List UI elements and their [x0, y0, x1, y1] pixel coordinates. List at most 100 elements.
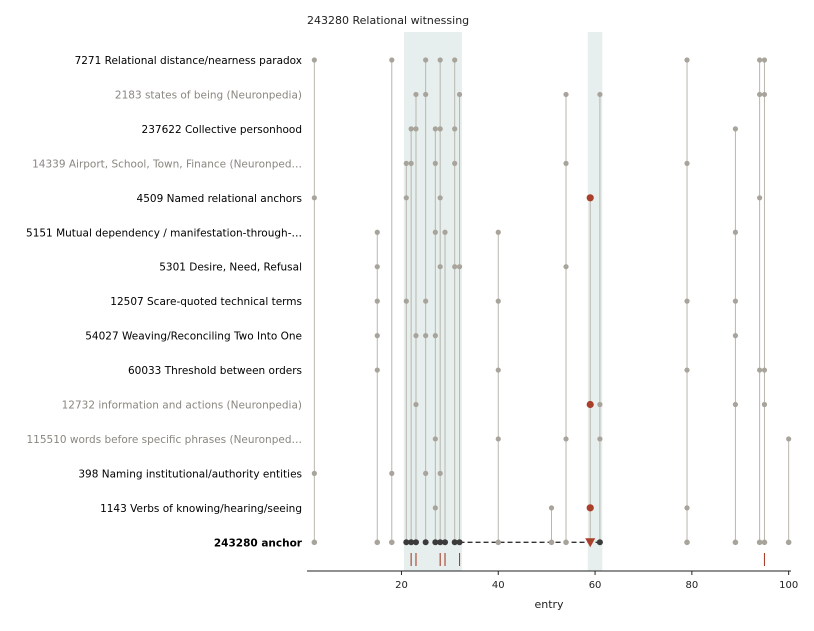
row-label: 5301 Desire, Need, Refusal	[159, 262, 302, 274]
row-label: 2183 states of being (Neuronpedia)	[115, 89, 302, 101]
row-label: 12732 information and actions (Neuronped…	[62, 400, 302, 412]
data-point	[757, 91, 763, 98]
data-point	[423, 298, 429, 304]
highlight-point	[586, 194, 594, 202]
data-point	[374, 264, 380, 270]
anchor-point-gray	[756, 539, 763, 546]
data-point	[311, 57, 317, 63]
data-point	[732, 333, 739, 339]
data-point	[786, 436, 792, 442]
data-point	[442, 229, 448, 235]
data-point	[452, 126, 458, 132]
x-tick-label: 40	[492, 580, 505, 591]
anchor-point-dark	[408, 539, 415, 546]
data-point	[757, 57, 763, 63]
data-point	[597, 91, 603, 98]
anchor-point-dark	[442, 539, 449, 546]
row-label: 398 Naming institutional/authority entit…	[78, 468, 302, 480]
anchor-point-gray	[761, 539, 768, 546]
data-point	[597, 436, 603, 442]
data-point	[437, 470, 443, 476]
data-point	[423, 91, 429, 98]
row-label: 4509 Named relational anchors	[137, 193, 302, 205]
points	[311, 57, 792, 548]
data-point	[456, 91, 463, 98]
data-point	[761, 367, 768, 373]
data-point	[423, 333, 429, 339]
data-point	[452, 160, 458, 166]
data-point	[408, 160, 414, 166]
data-point	[732, 298, 739, 304]
highlight-point	[586, 504, 594, 512]
data-point	[437, 126, 443, 132]
data-point	[563, 91, 569, 98]
data-point	[311, 195, 317, 201]
row-label: 7271 Relational distance/nearness parado…	[75, 55, 302, 67]
row-label: 12507 Scare-quoted technical terms	[110, 296, 302, 308]
chart-title: 243280 Relational witnessing	[307, 14, 469, 27]
x-tick-label: 80	[685, 580, 698, 591]
row-labels: 7271 Relational distance/nearness parado…	[26, 55, 303, 549]
data-point	[432, 333, 438, 339]
data-point	[761, 57, 768, 63]
data-point	[732, 401, 739, 408]
row-label: 5151 Mutual dependency / manifestation-t…	[26, 227, 302, 239]
anchor-point-dark	[437, 539, 444, 546]
data-point	[432, 160, 438, 166]
data-point	[374, 367, 380, 373]
highlight-point	[586, 400, 594, 409]
data-point	[413, 91, 419, 98]
data-point	[684, 160, 690, 166]
data-point	[432, 229, 438, 235]
data-point	[757, 367, 763, 373]
anchor-point-dark	[456, 539, 463, 546]
x-axis: 20 40 60 80 100	[307, 570, 798, 591]
data-point	[597, 401, 603, 408]
anchor-point-gray	[785, 539, 792, 546]
data-point	[761, 401, 768, 408]
x-tick-label: 60	[589, 580, 602, 591]
anchor-point-gray	[563, 539, 569, 546]
anchor-row-label: 243280 anchor	[214, 537, 303, 549]
row-label: 1143 Verbs of knowing/hearing/seeing	[100, 503, 302, 515]
data-point	[757, 195, 763, 201]
data-point	[732, 126, 739, 132]
anchor-point-dark	[451, 539, 458, 546]
data-point	[684, 298, 690, 304]
data-point	[437, 264, 443, 270]
row-label: 60033 Threshold between orders	[128, 365, 302, 377]
data-point	[437, 57, 443, 63]
anchor-point-gray	[684, 539, 690, 546]
x-tick-label: 100	[779, 580, 798, 591]
data-point	[761, 91, 768, 98]
data-point	[684, 367, 690, 373]
anchor-point-gray	[311, 539, 318, 546]
x-axis-label: entry	[534, 598, 564, 611]
data-point	[563, 160, 569, 166]
x-tick-label: 20	[395, 580, 408, 591]
data-point	[413, 126, 419, 132]
data-point	[452, 264, 458, 270]
anchor-point-gray	[495, 539, 502, 546]
data-point	[423, 470, 429, 476]
data-point	[456, 264, 463, 270]
anchor-marker-triangle	[585, 538, 596, 548]
data-point	[374, 333, 380, 339]
row-label: 54027 Weaving/Reconciling Two Into One	[85, 331, 302, 343]
data-point	[432, 505, 438, 511]
anchor-point-gray	[374, 539, 381, 546]
data-point	[563, 436, 569, 442]
anchor-point-dark	[412, 539, 419, 546]
data-point	[403, 160, 409, 166]
anchor-point-dark	[403, 539, 410, 546]
data-point	[374, 298, 380, 304]
data-point	[432, 126, 438, 132]
anchor-point-dark	[422, 539, 429, 546]
data-point	[452, 57, 458, 63]
data-point	[563, 264, 569, 270]
stems	[313, 60, 790, 543]
anchor-point-gray	[388, 539, 395, 546]
data-point	[403, 298, 409, 304]
